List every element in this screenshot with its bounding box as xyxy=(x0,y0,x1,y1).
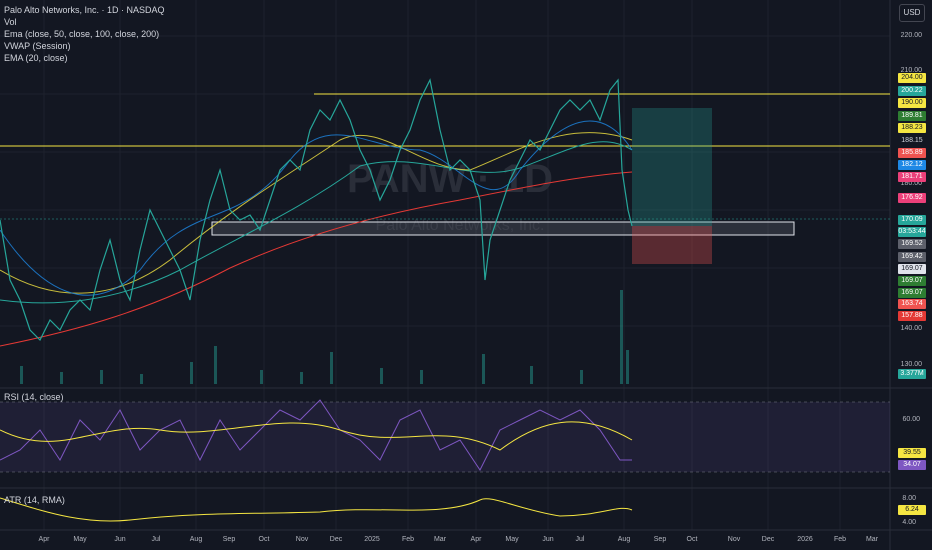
time-axis-label: Jul xyxy=(151,536,161,543)
price-tick: 140.00 xyxy=(900,325,922,332)
time-axis-label: Aug xyxy=(617,536,631,543)
ema-50-line xyxy=(0,132,633,294)
price-series-line xyxy=(0,78,633,342)
price-badge: 182.12 xyxy=(898,160,926,170)
volume-legend[interactable]: Vol xyxy=(4,17,17,27)
atr-tick-low: 4.00 xyxy=(902,519,916,526)
rsi-legend[interactable]: RSI (14, close) xyxy=(4,392,64,402)
price-tick: 130.00 xyxy=(900,361,922,368)
price-badge: 188.23 xyxy=(898,123,926,133)
price-tick: 180.00 xyxy=(900,180,922,187)
time-axis-label: Jul xyxy=(575,536,585,543)
time-axis-label: Apr xyxy=(470,536,482,543)
symbol-watermark-sub: Palo Alto Networks, Inc. xyxy=(376,217,545,234)
time-axis-label: Feb xyxy=(833,536,847,543)
price-badge: 200.22 xyxy=(898,86,926,96)
atr-value-badge: 6.24 xyxy=(898,505,926,515)
price-badge: 169.52 xyxy=(898,239,926,249)
time-axis-label: Mar xyxy=(865,536,879,543)
price-badge: 181.71 xyxy=(898,172,926,182)
price-badge: 204.00 xyxy=(898,73,926,83)
time-axis-label: 2026 xyxy=(797,536,813,543)
time-axis-label: Nov xyxy=(295,536,309,543)
time-axis-label: Apr xyxy=(38,536,50,543)
volume-badge: 3.377M xyxy=(898,369,926,379)
price-badge: 157.88 xyxy=(898,311,926,321)
price-tick: 220.00 xyxy=(900,32,922,39)
time-axis-label: Oct xyxy=(686,536,698,543)
volume-bars xyxy=(20,290,629,384)
price-badge: 189.81 xyxy=(898,111,926,121)
time-axis-label: Nov xyxy=(727,536,741,543)
rsi-band xyxy=(0,402,890,472)
price-badge: 185.89 xyxy=(898,148,926,158)
ema20-legend[interactable]: EMA (20, close) xyxy=(4,53,68,63)
price-badge: 169.07 xyxy=(898,264,926,274)
vwap-legend[interactable]: VWAP (Session) xyxy=(4,41,71,51)
price-badge: 169.42 xyxy=(898,252,926,262)
time-axis-label: Dec xyxy=(329,536,343,543)
ema-100-line xyxy=(0,141,633,304)
price-badge: 03:53:44 xyxy=(898,227,926,237)
rsi-tick: 60.00 xyxy=(902,416,920,423)
time-axis-label: Sep xyxy=(653,536,667,543)
time-axis-label: Oct xyxy=(258,536,270,543)
time-axis-label: 2025 xyxy=(364,536,380,543)
time-axis-label: Mar xyxy=(433,536,447,543)
price-badge: 190.00 xyxy=(898,98,926,108)
price-badge: 169.07 xyxy=(898,288,926,298)
ema-legend[interactable]: Ema (close, 50, close, 100, close, 200) xyxy=(4,29,160,39)
long-position-stop-zone[interactable] xyxy=(632,226,712,264)
rsi-ma-line xyxy=(0,421,633,451)
price-badge: 176.92 xyxy=(898,193,926,203)
rsi-value-badge: 34.07 xyxy=(898,460,926,470)
time-axis-label: May xyxy=(505,536,519,543)
price-badge: 188.15 xyxy=(898,136,926,146)
long-position-target-zone[interactable] xyxy=(632,108,712,226)
symbol-watermark: PANW · 1D xyxy=(347,157,553,201)
rsi-ma-value-badge: 39.55 xyxy=(898,448,926,458)
symbol-legend[interactable]: Palo Alto Networks, Inc. · 1D · NASDAQ xyxy=(4,5,165,15)
time-axis-label: Feb xyxy=(401,536,415,543)
rsi-line xyxy=(0,399,632,471)
price-tick: 210.00 xyxy=(900,67,922,74)
price-badge: 169.07 xyxy=(898,276,926,286)
time-axis-label: Dec xyxy=(761,536,775,543)
currency-button[interactable]: USD xyxy=(899,4,925,22)
time-axis-label: Jun xyxy=(542,536,554,543)
time-axis-label: Aug xyxy=(189,536,203,543)
support-zone-box[interactable] xyxy=(211,221,795,236)
price-badge: 170.09 xyxy=(898,215,926,225)
atr-line xyxy=(0,497,633,522)
time-axis-label: Sep xyxy=(222,536,236,543)
ema-20-line xyxy=(0,120,633,296)
atr-legend[interactable]: ATR (14, RMA) xyxy=(4,495,65,505)
price-badge: 163.74 xyxy=(898,299,926,309)
ema-200-line xyxy=(0,171,633,347)
atr-tick-high: 8.00 xyxy=(902,495,916,502)
time-axis-label: Jun xyxy=(114,536,126,543)
time-axis-label: May xyxy=(73,536,87,543)
